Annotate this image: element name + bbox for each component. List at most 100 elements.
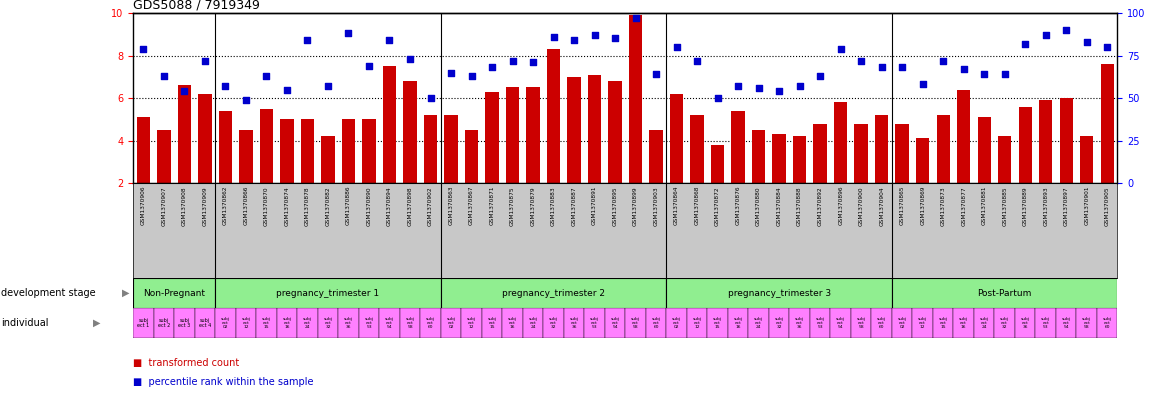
Bar [464, 130, 478, 183]
Point [155, 73, 174, 79]
Bar [133, 308, 154, 338]
Point [483, 64, 501, 71]
Text: GSM1370895: GSM1370895 [613, 186, 617, 226]
Point [175, 88, 193, 94]
Text: GSM1370871: GSM1370871 [490, 186, 494, 226]
Point [257, 73, 276, 79]
Bar [338, 308, 359, 338]
Bar [1100, 64, 1114, 183]
Bar [564, 308, 585, 338]
Bar [711, 145, 724, 183]
Point [1098, 44, 1116, 50]
Text: GSM1370882: GSM1370882 [325, 186, 330, 226]
Text: GSM1370885: GSM1370885 [1002, 186, 1007, 226]
Point [585, 32, 603, 38]
Bar [277, 308, 298, 338]
Bar [1039, 100, 1053, 183]
Text: subj
ect
24: subj ect 24 [303, 317, 312, 329]
Bar [585, 308, 604, 338]
Text: subj
ect
16: subj ect 16 [959, 317, 968, 329]
Text: GSM1370878: GSM1370878 [305, 186, 310, 226]
Bar [154, 308, 174, 338]
Bar [1056, 308, 1077, 338]
Bar [445, 115, 457, 183]
Bar [937, 115, 950, 183]
Bar [604, 308, 625, 338]
Text: subj
ect
16: subj ect 16 [734, 317, 742, 329]
Bar [195, 308, 215, 338]
Bar [748, 308, 769, 338]
Text: subj
ect
02: subj ect 02 [221, 317, 230, 329]
Text: ■  transformed count: ■ transformed count [133, 358, 240, 367]
Bar [1019, 107, 1032, 183]
Bar [280, 119, 294, 183]
Text: subj
ect
12: subj ect 12 [692, 317, 702, 329]
Bar [441, 308, 461, 338]
Bar [461, 308, 482, 338]
Text: ▶: ▶ [122, 288, 129, 298]
Text: GSM1370901: GSM1370901 [1084, 186, 1090, 226]
Point [1077, 39, 1095, 45]
Bar [1097, 308, 1117, 338]
Text: subj
ect
16: subj ect 16 [283, 317, 292, 329]
Text: subj
ect
58: subj ect 58 [631, 317, 640, 329]
Text: subj
ect
32: subj ect 32 [775, 317, 784, 329]
Bar [1077, 308, 1097, 338]
Bar [383, 66, 396, 183]
Point [996, 71, 1014, 77]
Bar [830, 308, 851, 338]
Bar [769, 308, 790, 338]
Text: subj
ect
02: subj ect 02 [672, 317, 681, 329]
Text: subj
ect
32: subj ect 32 [549, 317, 558, 329]
Bar [916, 138, 930, 183]
Text: GSM1370880: GSM1370880 [756, 186, 761, 226]
Bar [871, 308, 892, 338]
Bar [813, 123, 827, 183]
Text: GSM1370881: GSM1370881 [982, 186, 987, 226]
Text: subj
ect
02: subj ect 02 [897, 317, 907, 329]
Point [933, 57, 952, 64]
Text: GSM1370875: GSM1370875 [510, 186, 515, 226]
Text: GSM1370884: GSM1370884 [777, 186, 782, 226]
Bar [650, 130, 662, 183]
Text: subj
ect
54: subj ect 54 [836, 317, 845, 329]
Point [422, 95, 440, 101]
Bar [441, 278, 666, 308]
Text: GSM1370864: GSM1370864 [674, 186, 679, 226]
Text: subj
ect
12: subj ect 12 [918, 317, 928, 329]
Text: ▶: ▶ [93, 318, 100, 328]
Point [504, 57, 522, 64]
Point [852, 57, 871, 64]
Bar [957, 90, 970, 183]
Bar [851, 308, 871, 338]
Text: subj
ect
32: subj ect 32 [1001, 317, 1009, 329]
Bar [198, 94, 212, 183]
Bar [321, 136, 335, 183]
Text: subj
ect
15: subj ect 15 [488, 317, 497, 329]
Bar [259, 109, 273, 183]
Bar [1060, 98, 1072, 183]
Text: individual: individual [1, 318, 49, 328]
Text: GSM1370883: GSM1370883 [551, 186, 556, 226]
Bar [834, 102, 848, 183]
Text: GSM1370865: GSM1370865 [900, 186, 904, 226]
Text: subj
ect
53: subj ect 53 [591, 317, 599, 329]
Point [401, 56, 419, 62]
Point [544, 34, 563, 40]
Bar [995, 308, 1014, 338]
Point [770, 88, 789, 94]
Bar [588, 75, 601, 183]
Text: GSM1370868: GSM1370868 [695, 186, 699, 226]
Point [647, 71, 666, 77]
Text: GSM1370876: GSM1370876 [735, 186, 741, 226]
Text: subj
ect
53: subj ect 53 [365, 317, 374, 329]
Text: GSM1370903: GSM1370903 [653, 186, 659, 226]
Bar [793, 136, 806, 183]
Bar [790, 308, 809, 338]
Point [134, 46, 153, 52]
Text: ■  percentile rank within the sample: ■ percentile rank within the sample [133, 377, 314, 387]
Point [462, 73, 481, 79]
Text: GSM1370907: GSM1370907 [161, 186, 167, 226]
Bar [522, 308, 543, 338]
Bar [240, 130, 252, 183]
